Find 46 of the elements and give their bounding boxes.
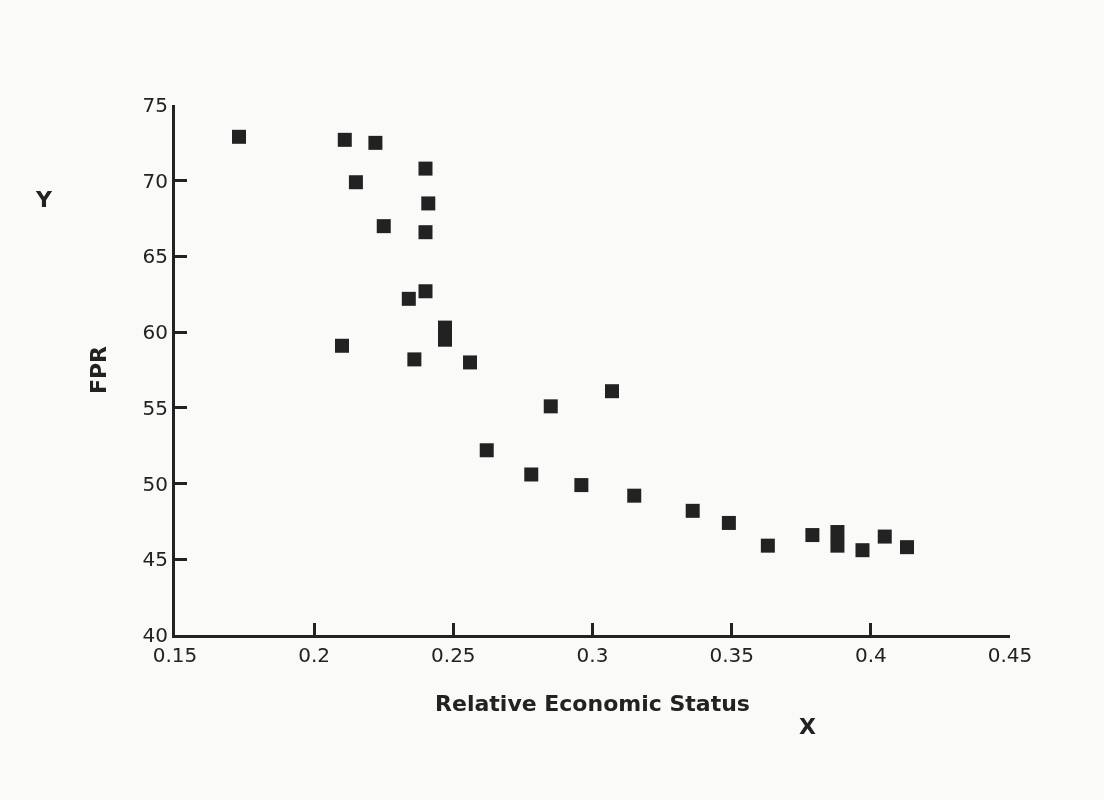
x-tick-label: 0.2: [298, 643, 331, 667]
point: [685, 503, 700, 518]
y-tick-label: 55: [142, 395, 168, 420]
x-tick-label: 0.25: [431, 643, 476, 667]
point: [418, 225, 433, 240]
point: [855, 543, 870, 558]
point: [830, 538, 845, 553]
point: [337, 132, 352, 147]
point: [463, 355, 478, 370]
x-tick-label: 0.45: [987, 643, 1033, 667]
y-tick-label: 50: [142, 471, 168, 496]
y-tick-label: 60: [142, 320, 168, 345]
point: [543, 399, 558, 414]
point: [335, 338, 349, 353]
x-tick-label: 0.3: [576, 643, 609, 667]
point: [604, 384, 619, 399]
y-tick-label: 65: [142, 244, 168, 269]
point: [721, 515, 736, 530]
point: [805, 528, 820, 543]
point: [627, 488, 642, 503]
point: [232, 129, 247, 144]
point: [418, 284, 433, 299]
point: [376, 219, 391, 234]
text: Y: [35, 187, 53, 212]
y-tick-label: 70: [142, 168, 168, 193]
point: [401, 291, 416, 306]
point: [437, 332, 452, 347]
point: [418, 161, 433, 176]
point: [479, 443, 494, 458]
x-axis-title: Relative Economic Status: [435, 690, 750, 716]
point: [524, 467, 539, 482]
point: [407, 352, 422, 367]
x-tick-label: 0.35: [709, 643, 754, 667]
text: X: [799, 714, 816, 739]
point: [877, 529, 892, 544]
y-tick-label: 45: [142, 547, 168, 572]
point: [830, 525, 845, 540]
point: [760, 538, 775, 553]
point: [348, 175, 363, 190]
y-tick-label: 75: [142, 93, 168, 117]
point: [574, 478, 589, 493]
point: [900, 540, 915, 555]
y-axis-title: FPR: [86, 345, 112, 395]
x-tick-label: 0.4: [854, 643, 887, 667]
point: [421, 196, 436, 211]
point: [368, 135, 383, 150]
